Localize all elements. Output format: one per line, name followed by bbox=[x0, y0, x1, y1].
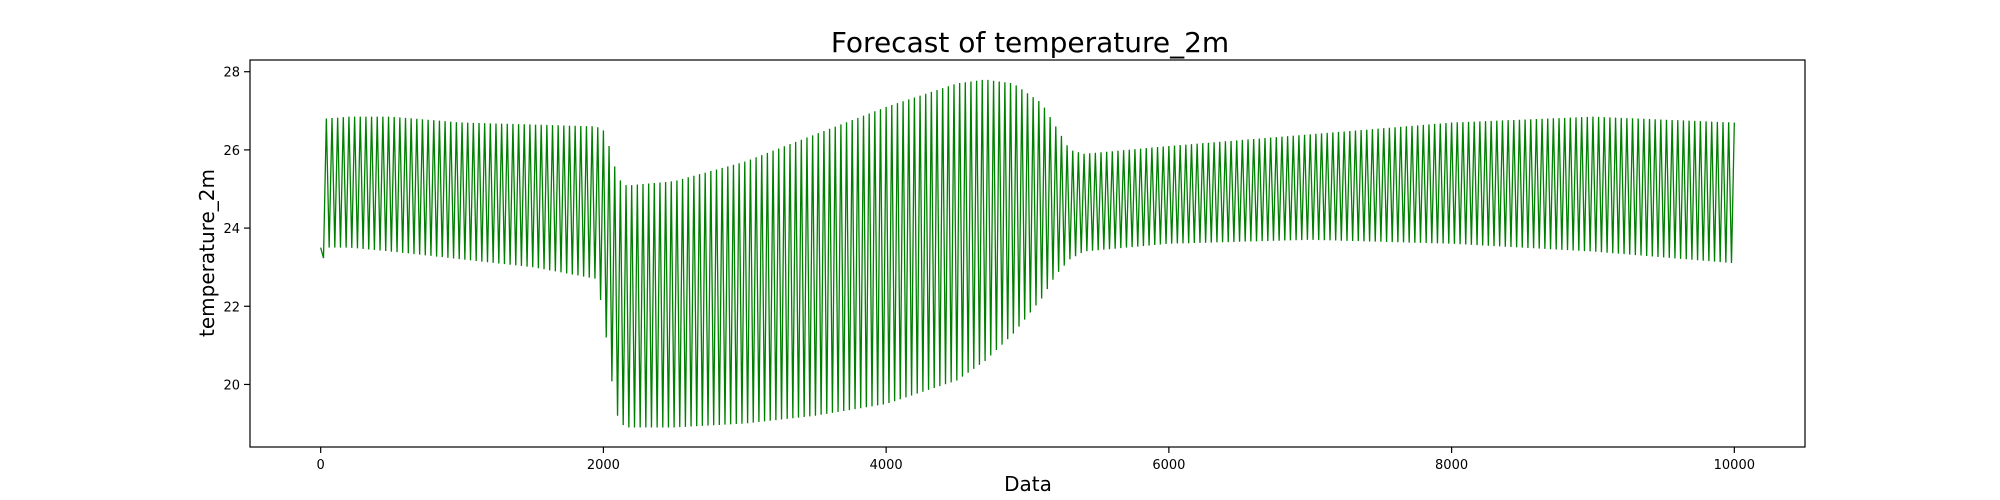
x-tick-label: 8000 bbox=[1435, 458, 1468, 473]
y-tick-label: 22 bbox=[223, 300, 240, 315]
y-tick-label: 24 bbox=[223, 222, 240, 237]
y-tick-label: 20 bbox=[223, 378, 240, 393]
x-tick-label: 2000 bbox=[587, 458, 620, 473]
plot-area bbox=[320, 79, 1735, 428]
y-tick-label: 26 bbox=[223, 144, 240, 159]
y-tick-label: 28 bbox=[223, 66, 240, 81]
chart-title: Forecast of temperature_2m bbox=[831, 26, 1229, 59]
x-tick-label: 10000 bbox=[1714, 458, 1755, 473]
plot-frame bbox=[249, 59, 1806, 448]
x-axis: 0 2000 4000 6000 8000 10000 bbox=[317, 447, 1755, 473]
y-axis-label: temperature_2m bbox=[195, 169, 219, 337]
x-tick-label: 0 bbox=[317, 458, 325, 473]
x-axis-label: Data bbox=[1004, 472, 1052, 496]
series-line-temperature bbox=[320, 79, 1735, 428]
x-tick-label: 4000 bbox=[870, 458, 903, 473]
x-tick-label: 6000 bbox=[1152, 458, 1185, 473]
y-axis: 20 22 24 26 28 bbox=[223, 66, 250, 393]
